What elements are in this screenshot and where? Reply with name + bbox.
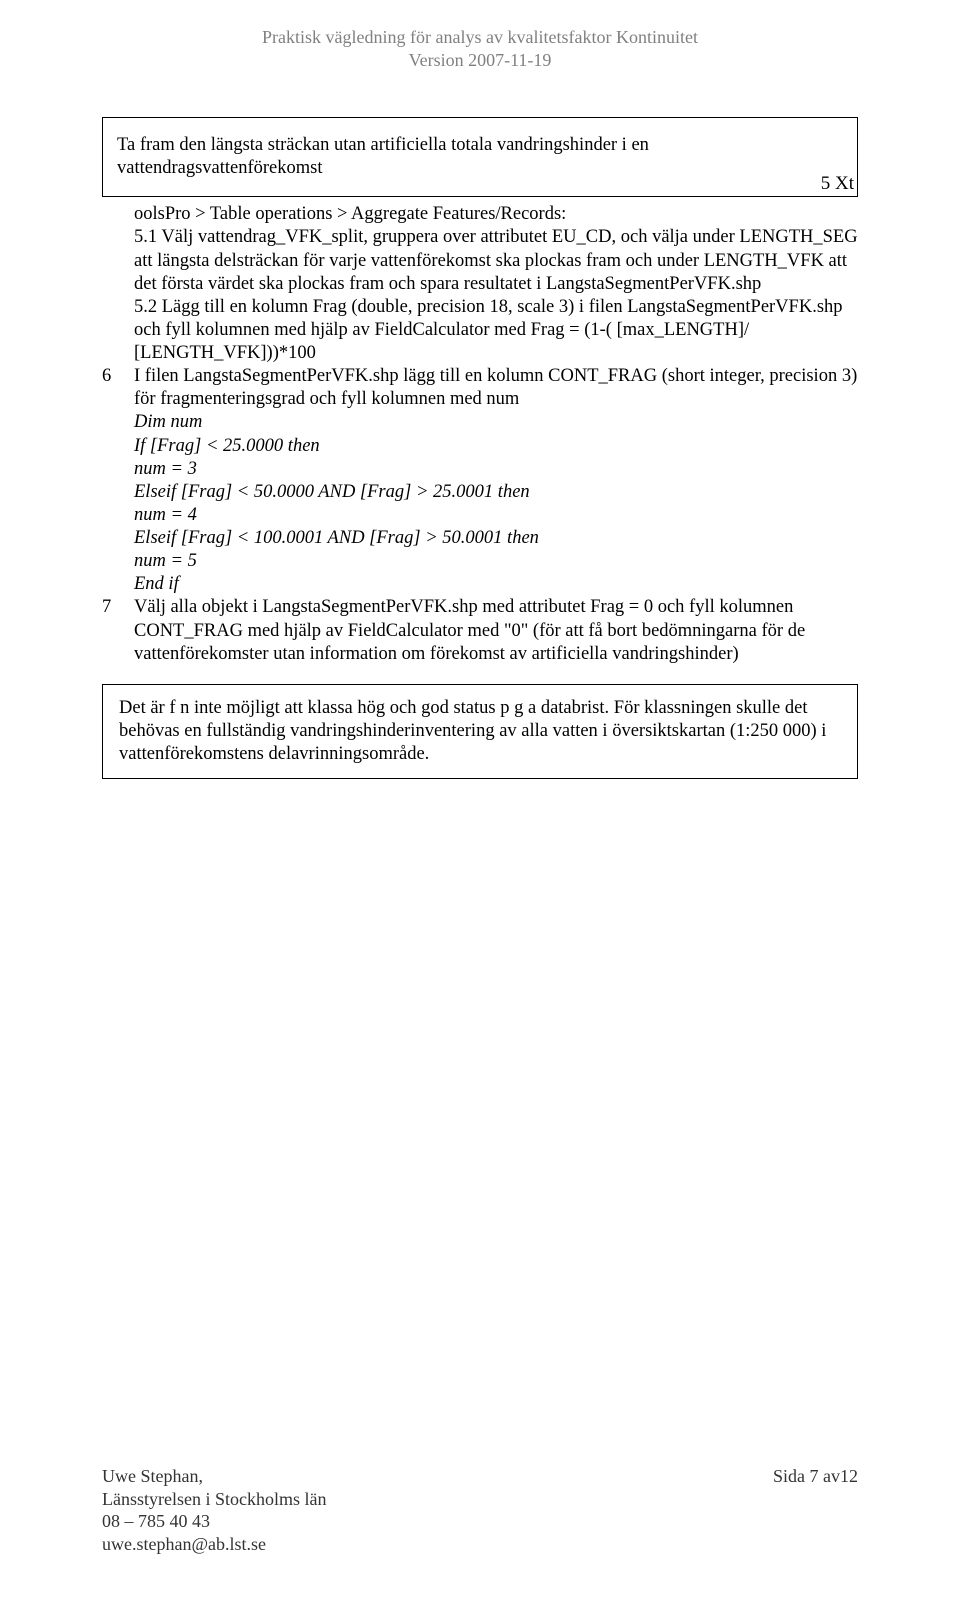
- page-footer: Uwe Stephan, Länsstyrelsen i Stockholms …: [102, 1465, 858, 1555]
- item-6-number: 6: [102, 365, 134, 388]
- code-line: num = 4: [134, 504, 858, 527]
- item-7: 7 Välj alla objekt i LangstaSegmentPerVF…: [102, 596, 858, 665]
- item-7-number: 7: [102, 596, 134, 619]
- page: Praktisk vägledning för analys av kvalit…: [0, 0, 960, 1597]
- header-title: Praktisk vägledning för analys av kvalit…: [102, 26, 858, 49]
- code-line: If [Frag] < 25.0000 then: [134, 435, 858, 458]
- margin-marker: 5 Xt: [821, 172, 854, 196]
- code-line: Elseif [Frag] < 50.0000 AND [Frag] > 25.…: [134, 481, 858, 504]
- header-version: Version 2007-11-19: [102, 49, 858, 72]
- paragraph-5-1: 5.1 Välj vattendrag_VFK_split, gruppera …: [102, 226, 858, 295]
- bottom-box-text: Det är f n inte möjligt att klassa hög o…: [119, 697, 841, 766]
- code-line: num = 5: [134, 550, 858, 573]
- footer-phone: 08 – 785 40 43: [102, 1510, 326, 1533]
- paragraph-5-2: 5.2 Lägg till en kolumn Frag (double, pr…: [102, 296, 858, 365]
- spacer: [102, 666, 858, 684]
- footer-email: uwe.stephan@ab.lst.se: [102, 1533, 326, 1556]
- bottom-box: Det är f n inte möjligt att klassa hög o…: [102, 684, 858, 779]
- item-6-text: I filen LangstaSegmentPerVFK.shp lägg ti…: [134, 365, 858, 411]
- item-6: 6 I filen LangstaSegmentPerVFK.shp lägg …: [102, 365, 858, 411]
- footer-org: Länsstyrelsen i Stockholms län: [102, 1488, 326, 1511]
- footer-page-number: Sida 7 av12: [773, 1465, 858, 1488]
- page-header: Praktisk vägledning för analys av kvalit…: [102, 26, 858, 71]
- code-line: Dim num: [134, 411, 858, 434]
- code-line: num = 3: [134, 458, 858, 481]
- code-block: Dim num If [Frag] < 25.0000 then num = 3…: [102, 411, 858, 596]
- item-7-text: Välj alla objekt i LangstaSegmentPerVFK.…: [134, 596, 858, 665]
- main-content: oolsPro > Table operations > Aggregate F…: [102, 203, 858, 666]
- footer-left: Uwe Stephan, Länsstyrelsen i Stockholms …: [102, 1465, 326, 1555]
- intro-line: oolsPro > Table operations > Aggregate F…: [102, 203, 858, 226]
- title-box-line2: vattendragsvattenförekomst: [117, 157, 843, 180]
- code-line: Elseif [Frag] < 100.0001 AND [Frag] > 50…: [134, 527, 858, 550]
- title-box: Ta fram den längsta sträckan utan artifi…: [102, 117, 858, 197]
- footer-author: Uwe Stephan,: [102, 1465, 326, 1488]
- code-line: End if: [134, 573, 858, 596]
- title-box-line1: Ta fram den längsta sträckan utan artifi…: [117, 134, 843, 157]
